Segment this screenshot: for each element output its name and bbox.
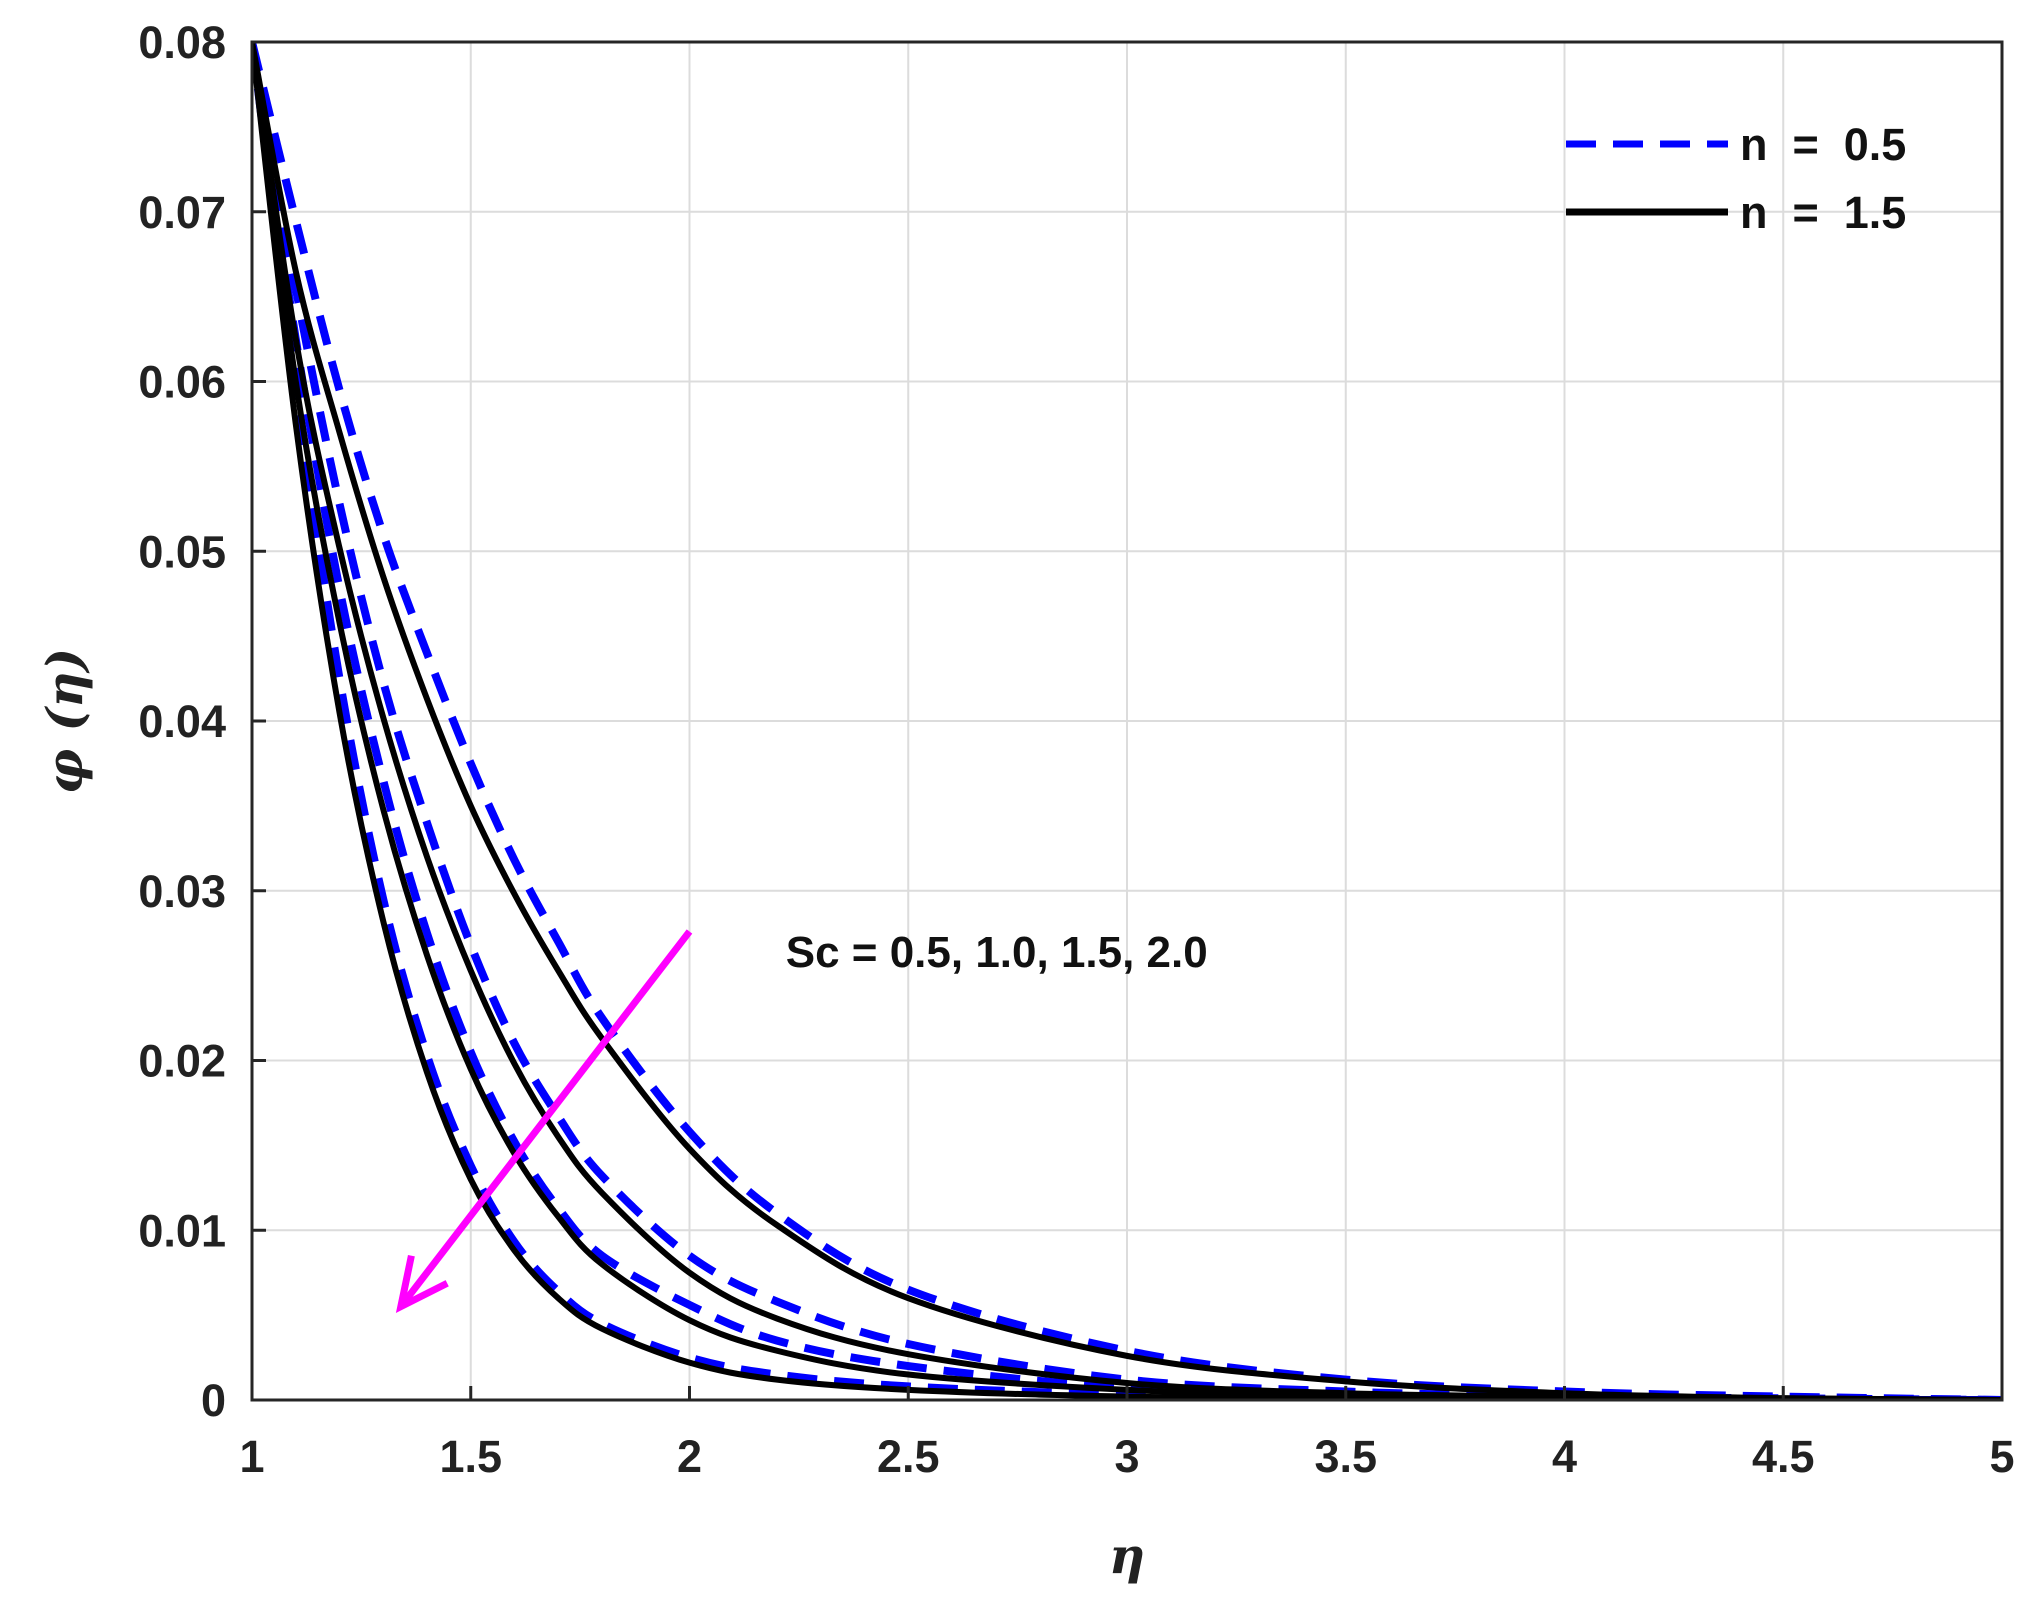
y-axis-label: φ (η) — [35, 648, 94, 794]
y-tick-label: 0.03 — [138, 866, 226, 917]
legend: n = 0.5 n = 1.5 — [1566, 119, 1906, 238]
x-tick-label: 2.5 — [877, 1431, 940, 1482]
x-tick-label: 1 — [239, 1431, 264, 1482]
x-tick-label: 3.5 — [1314, 1431, 1377, 1482]
y-tick-label: 0 — [201, 1375, 226, 1426]
sc-arrow-head — [395, 1254, 449, 1313]
series-line-n15-sc-0-5 — [252, 42, 2002, 1400]
series-layer — [252, 42, 2002, 1400]
x-tick-label: 3 — [1114, 1431, 1139, 1482]
y-axis: 0 0.01 0.02 0.03 0.04 0.05 0.06 0.07 0.08 — [138, 17, 266, 1426]
series-line-n05-sc-0-5 — [252, 42, 2002, 1400]
y-tick-label: 0.04 — [138, 696, 226, 747]
y-tick-label: 0.05 — [138, 526, 226, 577]
x-tick-label: 4.5 — [1752, 1431, 1815, 1482]
sc-arrow-shaft — [397, 929, 693, 1309]
x-axis-label: η — [1109, 1526, 1145, 1585]
legend-label-n-0-5: n = 0.5 — [1740, 119, 1906, 170]
y-tick-label: 0.02 — [138, 1036, 226, 1087]
y-tick-label: 0.07 — [138, 187, 226, 238]
y-tick-label: 0.08 — [138, 17, 226, 68]
annotation: Sc = 0.5, 1.0, 1.5, 2.0 — [395, 928, 1208, 1313]
x-tick-label: 4 — [1552, 1431, 1577, 1482]
sc-annotation-text: Sc = 0.5, 1.0, 1.5, 2.0 — [786, 928, 1208, 977]
x-tick-label: 2 — [677, 1431, 702, 1482]
x-tick-label: 5 — [1989, 1431, 2014, 1482]
y-tick-label: 0.06 — [138, 357, 226, 408]
legend-label-n-1-5: n = 1.5 — [1740, 187, 1906, 238]
x-axis: 1 1.5 2 2.5 3 3.5 4 4.5 5 — [239, 1386, 2015, 1482]
x-tick-label: 1.5 — [439, 1431, 502, 1482]
y-tick-label: 0.01 — [138, 1205, 226, 1256]
